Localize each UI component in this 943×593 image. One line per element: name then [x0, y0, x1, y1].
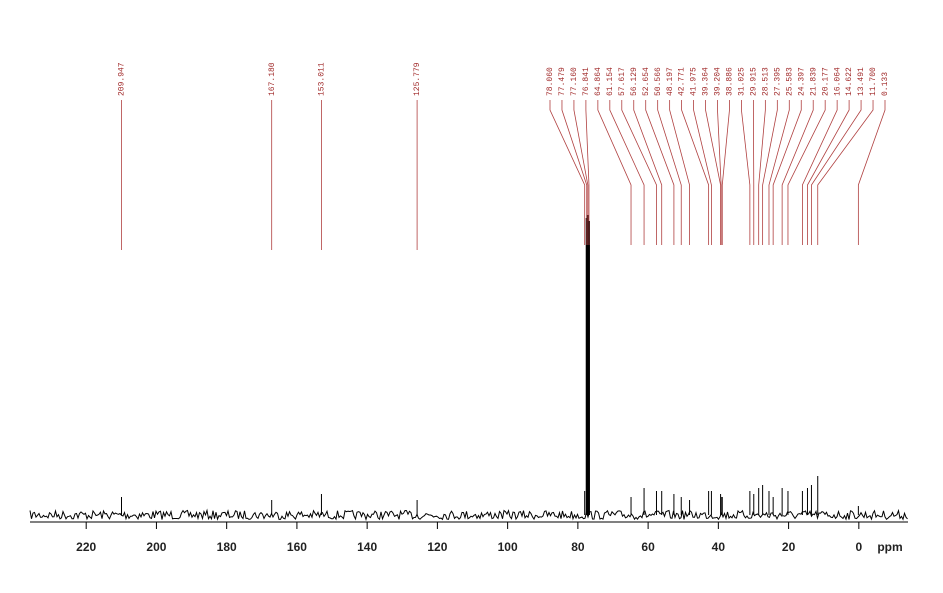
peak-label: 77.479: [558, 67, 567, 96]
peak-label: 0.133: [881, 72, 890, 96]
peak-label: 21.839: [809, 67, 818, 96]
peak-label: 39.204: [714, 67, 723, 96]
label-connector: [561, 100, 588, 245]
peak-label: 42.771: [678, 67, 687, 96]
label-connector: [705, 100, 721, 245]
label-connector: [807, 100, 850, 245]
label-connector: [781, 100, 814, 245]
peak-label: 153.011: [318, 62, 327, 96]
label-connector: [802, 100, 838, 245]
peak-label: 50.566: [654, 67, 663, 96]
peak-label: 38.886: [726, 67, 735, 96]
peak-label: 209.947: [118, 62, 127, 96]
peak-label: 41.975: [690, 67, 699, 96]
label-connector: [721, 100, 730, 245]
label-connector: [633, 100, 663, 245]
peak-label: 76.841: [582, 67, 591, 96]
x-axis-label: ppm: [877, 540, 902, 554]
peak-label: 27.395: [773, 67, 782, 96]
label-connector: [645, 100, 675, 245]
x-tick-label: 160: [287, 540, 307, 554]
peak-label: 57.617: [618, 67, 627, 96]
label-connector: [621, 100, 657, 245]
label-connector: [669, 100, 690, 245]
peak-label: 28.513: [761, 67, 770, 96]
peak-label: 39.364: [702, 67, 711, 96]
x-tick-label: 200: [146, 540, 166, 554]
baseline-noise: [29, 508, 908, 522]
label-connector: [768, 100, 790, 245]
x-tick-label: 120: [427, 540, 447, 554]
peak-label: 20.177: [821, 67, 830, 96]
peak-label: 56.129: [630, 67, 639, 96]
x-tick-label: 180: [217, 540, 237, 554]
x-tick-label: 40: [712, 540, 726, 554]
peak-label: 77.160: [570, 67, 579, 96]
peak-label: 78.060: [546, 67, 555, 96]
peak-label: 14.622: [845, 67, 854, 96]
peak-label: 167.180: [268, 62, 277, 96]
x-tick-label: 100: [498, 540, 518, 554]
peak-label: 11.700: [869, 67, 878, 96]
label-connector: [693, 100, 712, 245]
peak-label: 16.064: [833, 67, 842, 96]
peak-label: 25.583: [785, 67, 794, 96]
label-connector: [811, 100, 862, 245]
x-tick-label: 80: [571, 540, 585, 554]
label-connector: [762, 100, 778, 245]
x-tick-label: 20: [782, 540, 796, 554]
peak-label: 52.654: [642, 67, 651, 96]
x-tick-label: 220: [76, 540, 96, 554]
peak-label: 24.397: [797, 67, 806, 96]
x-tick-label: 60: [641, 540, 655, 554]
peak-label: 29.915: [750, 67, 759, 96]
peak-label: 13.491: [857, 67, 866, 96]
label-connector: [681, 100, 710, 245]
label-connector: [817, 100, 874, 245]
label-connector: [741, 100, 751, 245]
label-connector: [857, 100, 886, 245]
label-connector: [758, 100, 766, 245]
peak-label: 48.197: [666, 67, 675, 96]
peak-label: 64.864: [594, 67, 603, 96]
label-connector: [585, 100, 590, 245]
label-connector: [772, 100, 802, 245]
peak-label: 61.154: [606, 67, 615, 96]
x-tick-label: 0: [855, 540, 862, 554]
x-tick-label: 140: [357, 540, 377, 554]
label-connector: [657, 100, 682, 245]
peak-label: 31.025: [738, 67, 747, 96]
label-connector: [597, 100, 632, 245]
label-connector: [549, 100, 586, 245]
label-connector: [573, 100, 589, 245]
label-connector: [787, 100, 826, 245]
label-connector: [717, 100, 722, 245]
peak-label: 125.779: [413, 62, 422, 96]
label-connector: [609, 100, 645, 245]
